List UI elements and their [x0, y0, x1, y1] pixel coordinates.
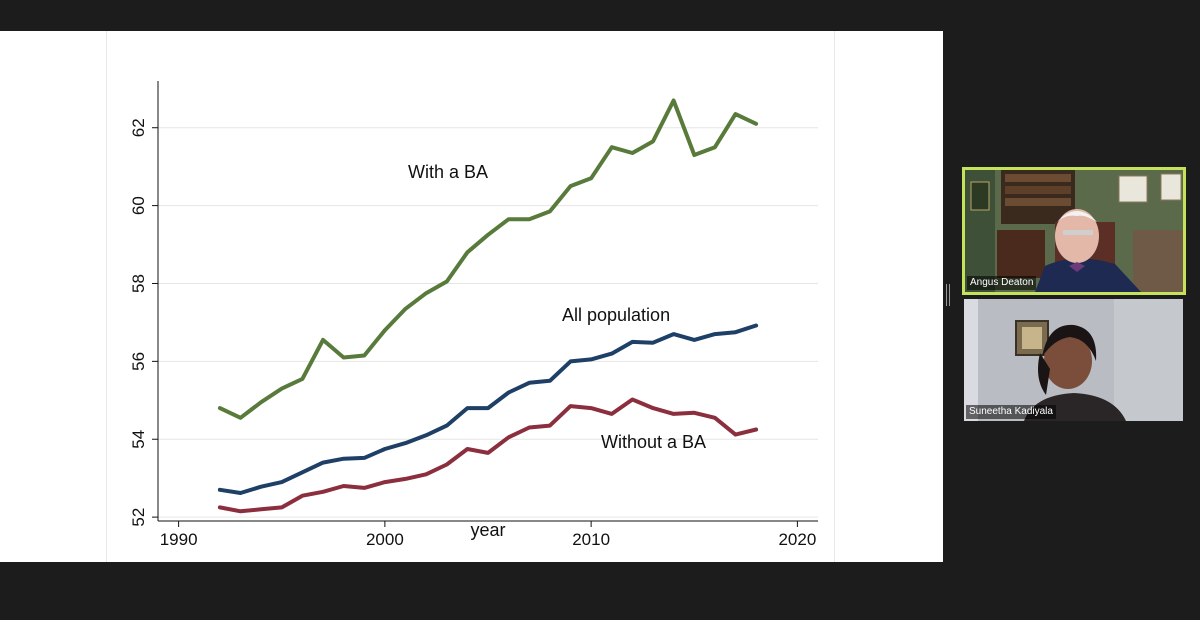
participant-video-feed	[964, 299, 1183, 421]
shared-screen: 52 54 56 58 60 62 1990 2000 2010 2020 With a BA Al…	[0, 31, 943, 562]
series-label: All population	[562, 305, 670, 325]
series-line	[217, 397, 759, 514]
y-tick-label: 62	[129, 118, 148, 137]
series-line	[217, 98, 759, 420]
y-tick-label: 54	[129, 430, 148, 449]
x-tick-label: 2000	[366, 530, 404, 549]
panel-resize-handle[interactable]	[946, 284, 950, 306]
y-tick-label: 56	[129, 352, 148, 371]
y-tick-label: 60	[129, 196, 148, 215]
series-layer	[217, 98, 759, 514]
participant-name-label: Suneetha Kadiyala	[966, 405, 1056, 419]
slide-right-edge	[834, 31, 835, 562]
participant-video-tile[interactable]: Suneetha Kadiyala	[964, 299, 1183, 421]
y-tick-label: 52	[129, 508, 148, 527]
participant-video-feed	[965, 170, 1183, 292]
participant-video-tile[interactable]: Angus Deaton	[962, 167, 1186, 295]
axis-layer: 52 54 56 58 60 62 1990 2000 2010 2020	[129, 81, 818, 549]
slide-left-edge	[106, 31, 107, 562]
participant-name-label: Angus Deaton	[967, 276, 1037, 290]
y-tick-label: 58	[129, 274, 148, 293]
x-tick-label: 2020	[778, 530, 816, 549]
line-chart: 52 54 56 58 60 62 1990 2000 2010 2020 With a BA Al…	[129, 81, 818, 549]
x-axis-title: year	[470, 520, 505, 540]
label-layer: With a BA All population Without a BA	[408, 162, 706, 452]
series-label: Without a BA	[601, 432, 706, 452]
x-tick-label: 2010	[572, 530, 610, 549]
x-tick-label: 1990	[160, 530, 198, 549]
series-line	[217, 323, 759, 495]
grid-layer	[158, 127, 818, 518]
series-label: With a BA	[408, 162, 488, 182]
